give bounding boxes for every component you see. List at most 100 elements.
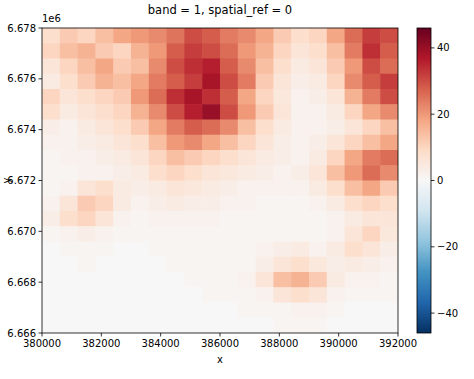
cell: [78, 120, 96, 136]
cell: [291, 43, 309, 59]
cell: [291, 120, 309, 136]
cell: [113, 43, 131, 59]
cell: [202, 211, 220, 227]
cell: [380, 318, 398, 333]
cell: [113, 257, 131, 273]
cell: [60, 272, 78, 288]
cell: [131, 135, 149, 151]
cell: [60, 181, 78, 197]
cell: [256, 135, 274, 151]
cell: [309, 196, 327, 212]
cell: [42, 150, 60, 166]
cell: [167, 165, 185, 181]
cell: [345, 287, 363, 303]
cell: [113, 89, 131, 105]
cell: [149, 150, 167, 166]
chart: 3800003820003840003860003880003900003920…: [0, 0, 474, 379]
cell: [273, 135, 291, 151]
cell: [78, 242, 96, 258]
y-tick: [39, 78, 43, 79]
cell: [273, 272, 291, 288]
cell: [220, 28, 238, 44]
cell: [220, 211, 238, 227]
cell: [95, 242, 113, 258]
cell: [202, 135, 220, 151]
cell: [60, 242, 78, 258]
cell: [202, 28, 220, 44]
cell: [238, 28, 256, 44]
cell: [380, 135, 398, 151]
cell: [78, 226, 96, 242]
cell: [309, 272, 327, 288]
cell: [220, 196, 238, 212]
cell: [202, 165, 220, 181]
cell: [291, 59, 309, 75]
x-tick-label: 380000: [23, 338, 61, 349]
cell: [131, 150, 149, 166]
cell: [327, 43, 345, 59]
cell: [327, 196, 345, 212]
cell: [327, 89, 345, 105]
cell: [362, 28, 380, 44]
cell: [273, 211, 291, 227]
cell: [131, 242, 149, 258]
cell: [95, 272, 113, 288]
cell: [256, 120, 274, 136]
cell: [95, 165, 113, 181]
cell: [42, 104, 60, 120]
cell: [113, 74, 131, 90]
cell: [184, 242, 202, 258]
cell: [184, 120, 202, 136]
x-tick-label: 384000: [142, 338, 180, 349]
cell: [167, 150, 185, 166]
cell: [256, 226, 274, 242]
plot-frame: [42, 28, 398, 333]
cell: [78, 74, 96, 90]
cell: [327, 104, 345, 120]
cell: [60, 135, 78, 151]
cell: [273, 150, 291, 166]
cell: [167, 287, 185, 303]
cell: [345, 181, 363, 197]
cell: [113, 181, 131, 197]
cell: [95, 135, 113, 151]
cell: [327, 181, 345, 197]
cell: [42, 120, 60, 136]
cell: [60, 74, 78, 90]
cell: [78, 165, 96, 181]
cell: [362, 165, 380, 181]
cell: [113, 211, 131, 227]
cell: [220, 120, 238, 136]
cell: [380, 59, 398, 75]
cell: [149, 257, 167, 273]
cell: [149, 104, 167, 120]
axis-offset: 1e6: [42, 13, 61, 24]
cell: [238, 150, 256, 166]
cell: [149, 135, 167, 151]
cell: [256, 272, 274, 288]
cell: [95, 120, 113, 136]
cell: [220, 226, 238, 242]
cell: [149, 287, 167, 303]
cell: [95, 318, 113, 333]
y-tick-label: 6.676: [7, 73, 36, 84]
cell: [42, 242, 60, 258]
cell: [345, 120, 363, 136]
cell: [42, 59, 60, 75]
cell: [184, 59, 202, 75]
cell: [149, 89, 167, 105]
cell: [42, 196, 60, 212]
cell: [291, 257, 309, 273]
cell: [327, 318, 345, 333]
cell: [309, 59, 327, 75]
cell: [78, 211, 96, 227]
x-tick-label: 388000: [260, 338, 298, 349]
cell: [220, 257, 238, 273]
cell: [309, 211, 327, 227]
cell: [238, 89, 256, 105]
cell: [309, 226, 327, 242]
cell: [131, 74, 149, 90]
cell: [362, 104, 380, 120]
cell: [345, 196, 363, 212]
cell: [131, 211, 149, 227]
